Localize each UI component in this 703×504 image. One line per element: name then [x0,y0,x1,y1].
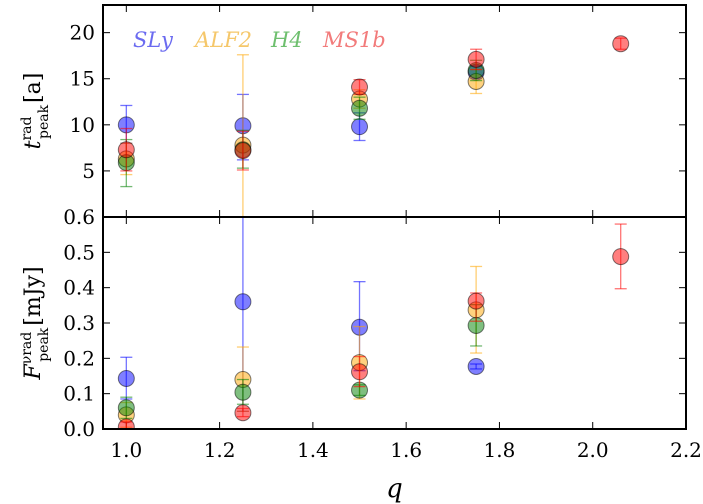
top-ytick-label: 20 [70,21,95,45]
point-MS1b [234,142,252,160]
bottom-ylabel-unit: [mJy] [21,266,46,325]
bottom-ylabel-symbol: F [21,364,46,381]
point-MS1b [117,141,135,159]
point-SLy [117,369,135,387]
top-ylabel-unit: [a] [21,73,46,103]
point-MS1b [612,248,630,266]
point-SLy [234,293,252,311]
top-ylabel: tradpeak[a] [19,73,52,150]
top-frame [102,4,687,218]
point-MS1b [351,78,369,96]
point-H4 [234,383,252,401]
bottom-ytick-label: 0.4 [63,276,95,300]
point-MS1b [117,418,135,429]
legend-entry-h4: H4 [270,28,303,52]
x-tick-label: 1.2 [204,438,236,462]
top-ylabel-superscript: rad [19,116,35,140]
bottom-ytick-label: 0.0 [63,417,95,441]
bottom-ytick-label: 0.5 [63,240,95,264]
bottom-ylabel-subscript: peak [36,327,52,362]
bottom-frame [102,216,687,430]
x-tick-label: 1.0 [110,438,142,462]
x-tick-label: 2.2 [670,438,702,462]
point-SLy [351,118,369,136]
legend-entry-ms1b: MS1b [322,28,386,52]
top-panel: 5 10 15 20 tradpeak[a] [19,4,687,218]
point-H4 [117,399,135,417]
point-MS1b [467,50,485,68]
point-MS1b [234,404,252,422]
top-ytick-label: 15 [70,67,95,91]
point-MS1b [351,363,369,381]
bottom-ytick-label: 0.6 [63,205,95,229]
legend-entry-sly: SLy [133,28,174,52]
top-data [117,35,630,217]
legend-entry-alf2: ALF2 [193,28,252,52]
bottom-ytick-label: 0.2 [63,346,95,370]
top-ytick-label: 10 [70,113,95,137]
top-ylabel-symbol: t [21,140,46,149]
x-tick-label: 1.6 [390,438,422,462]
bottom-ytick-label: 0.3 [63,311,95,335]
x-axis-label: q [386,474,403,504]
x-tick-label: 2.0 [577,438,609,462]
x-tick-label: 1.8 [484,438,516,462]
bottom-panel: 0.0 0.1 0.2 0.3 0.4 0.5 0.6 Fνradpeak [mJy] [19,205,687,441]
top-ylabel-subscript: peak [36,104,52,139]
point-H4 [351,99,369,117]
point-MS1b [612,35,630,53]
bottom-ylabel-superscript: νrad [19,332,35,365]
bottom-data [117,217,630,429]
top-ytick-label: 5 [82,159,95,183]
bottom-ylabel: Fνradpeak [mJy] [19,266,52,380]
bottom-ytick-label: 0.1 [63,382,95,406]
point-MS1b [467,292,485,310]
plot-layer: 5101520tradpeak[a]0.00.10.20.30.40.50.6F… [19,4,702,462]
x-tick-label: 1.4 [297,438,329,462]
point-SLy [467,357,485,375]
